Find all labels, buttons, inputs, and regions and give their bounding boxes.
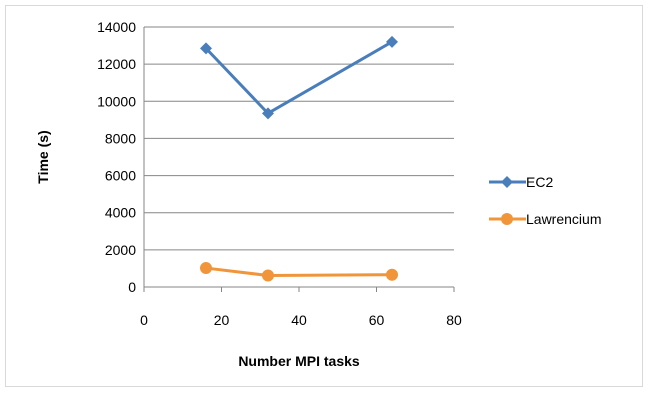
y-tick-label: 4000 <box>105 205 136 221</box>
y-tick-label: 2000 <box>105 242 136 258</box>
y-tick-label: 8000 <box>105 130 136 146</box>
data-point-ec2 <box>200 42 212 55</box>
y-tick-labels: 0 2000 4000 6000 8000 10000 12000 14000 <box>97 19 136 295</box>
x-tick-label: 80 <box>446 312 462 328</box>
y-tick-label: 0 <box>128 279 136 295</box>
x-tick-labels: 0 20 40 60 80 <box>140 312 462 328</box>
series-line-lawrencium <box>205 266 393 277</box>
axes <box>143 27 455 292</box>
legend-marker-ec2 <box>501 176 513 188</box>
y-tick-label: 6000 <box>105 168 136 184</box>
grid-lines <box>144 26 454 251</box>
data-point-lawrencium <box>386 268 398 281</box>
x-tick-label: 60 <box>369 312 385 328</box>
x-axis-title: Number MPI tasks <box>238 353 360 369</box>
x-tick-label: 40 <box>291 312 307 328</box>
data-point-ec2 <box>386 35 398 48</box>
y-axis-title: Time (s) <box>35 130 51 183</box>
series-group <box>200 35 398 282</box>
data-point-lawrencium <box>200 262 212 275</box>
series-line-ec2 <box>204 40 393 115</box>
y-tick-label: 14000 <box>97 19 136 35</box>
chart-frame <box>5 5 643 387</box>
y-tick-label: 10000 <box>97 93 136 109</box>
legend-label-ec2: EC2 <box>526 174 553 190</box>
x-tick-label: 20 <box>214 312 230 328</box>
data-point-lawrencium <box>262 269 274 282</box>
y-tick-label: 12000 <box>97 56 136 72</box>
legend: EC2 Lawrencium <box>489 174 601 227</box>
legend-marker-lawrencium <box>501 213 513 225</box>
data-point-ec2 <box>262 107 274 120</box>
legend-label-lawrencium: Lawrencium <box>526 211 601 227</box>
x-tick-label: 0 <box>140 312 148 328</box>
